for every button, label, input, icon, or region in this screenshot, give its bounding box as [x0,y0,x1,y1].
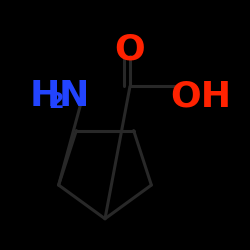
Text: N: N [59,79,89,113]
Text: O: O [114,33,146,67]
Text: 2: 2 [49,92,64,112]
Text: H: H [30,79,60,113]
Text: OH: OH [170,79,231,113]
